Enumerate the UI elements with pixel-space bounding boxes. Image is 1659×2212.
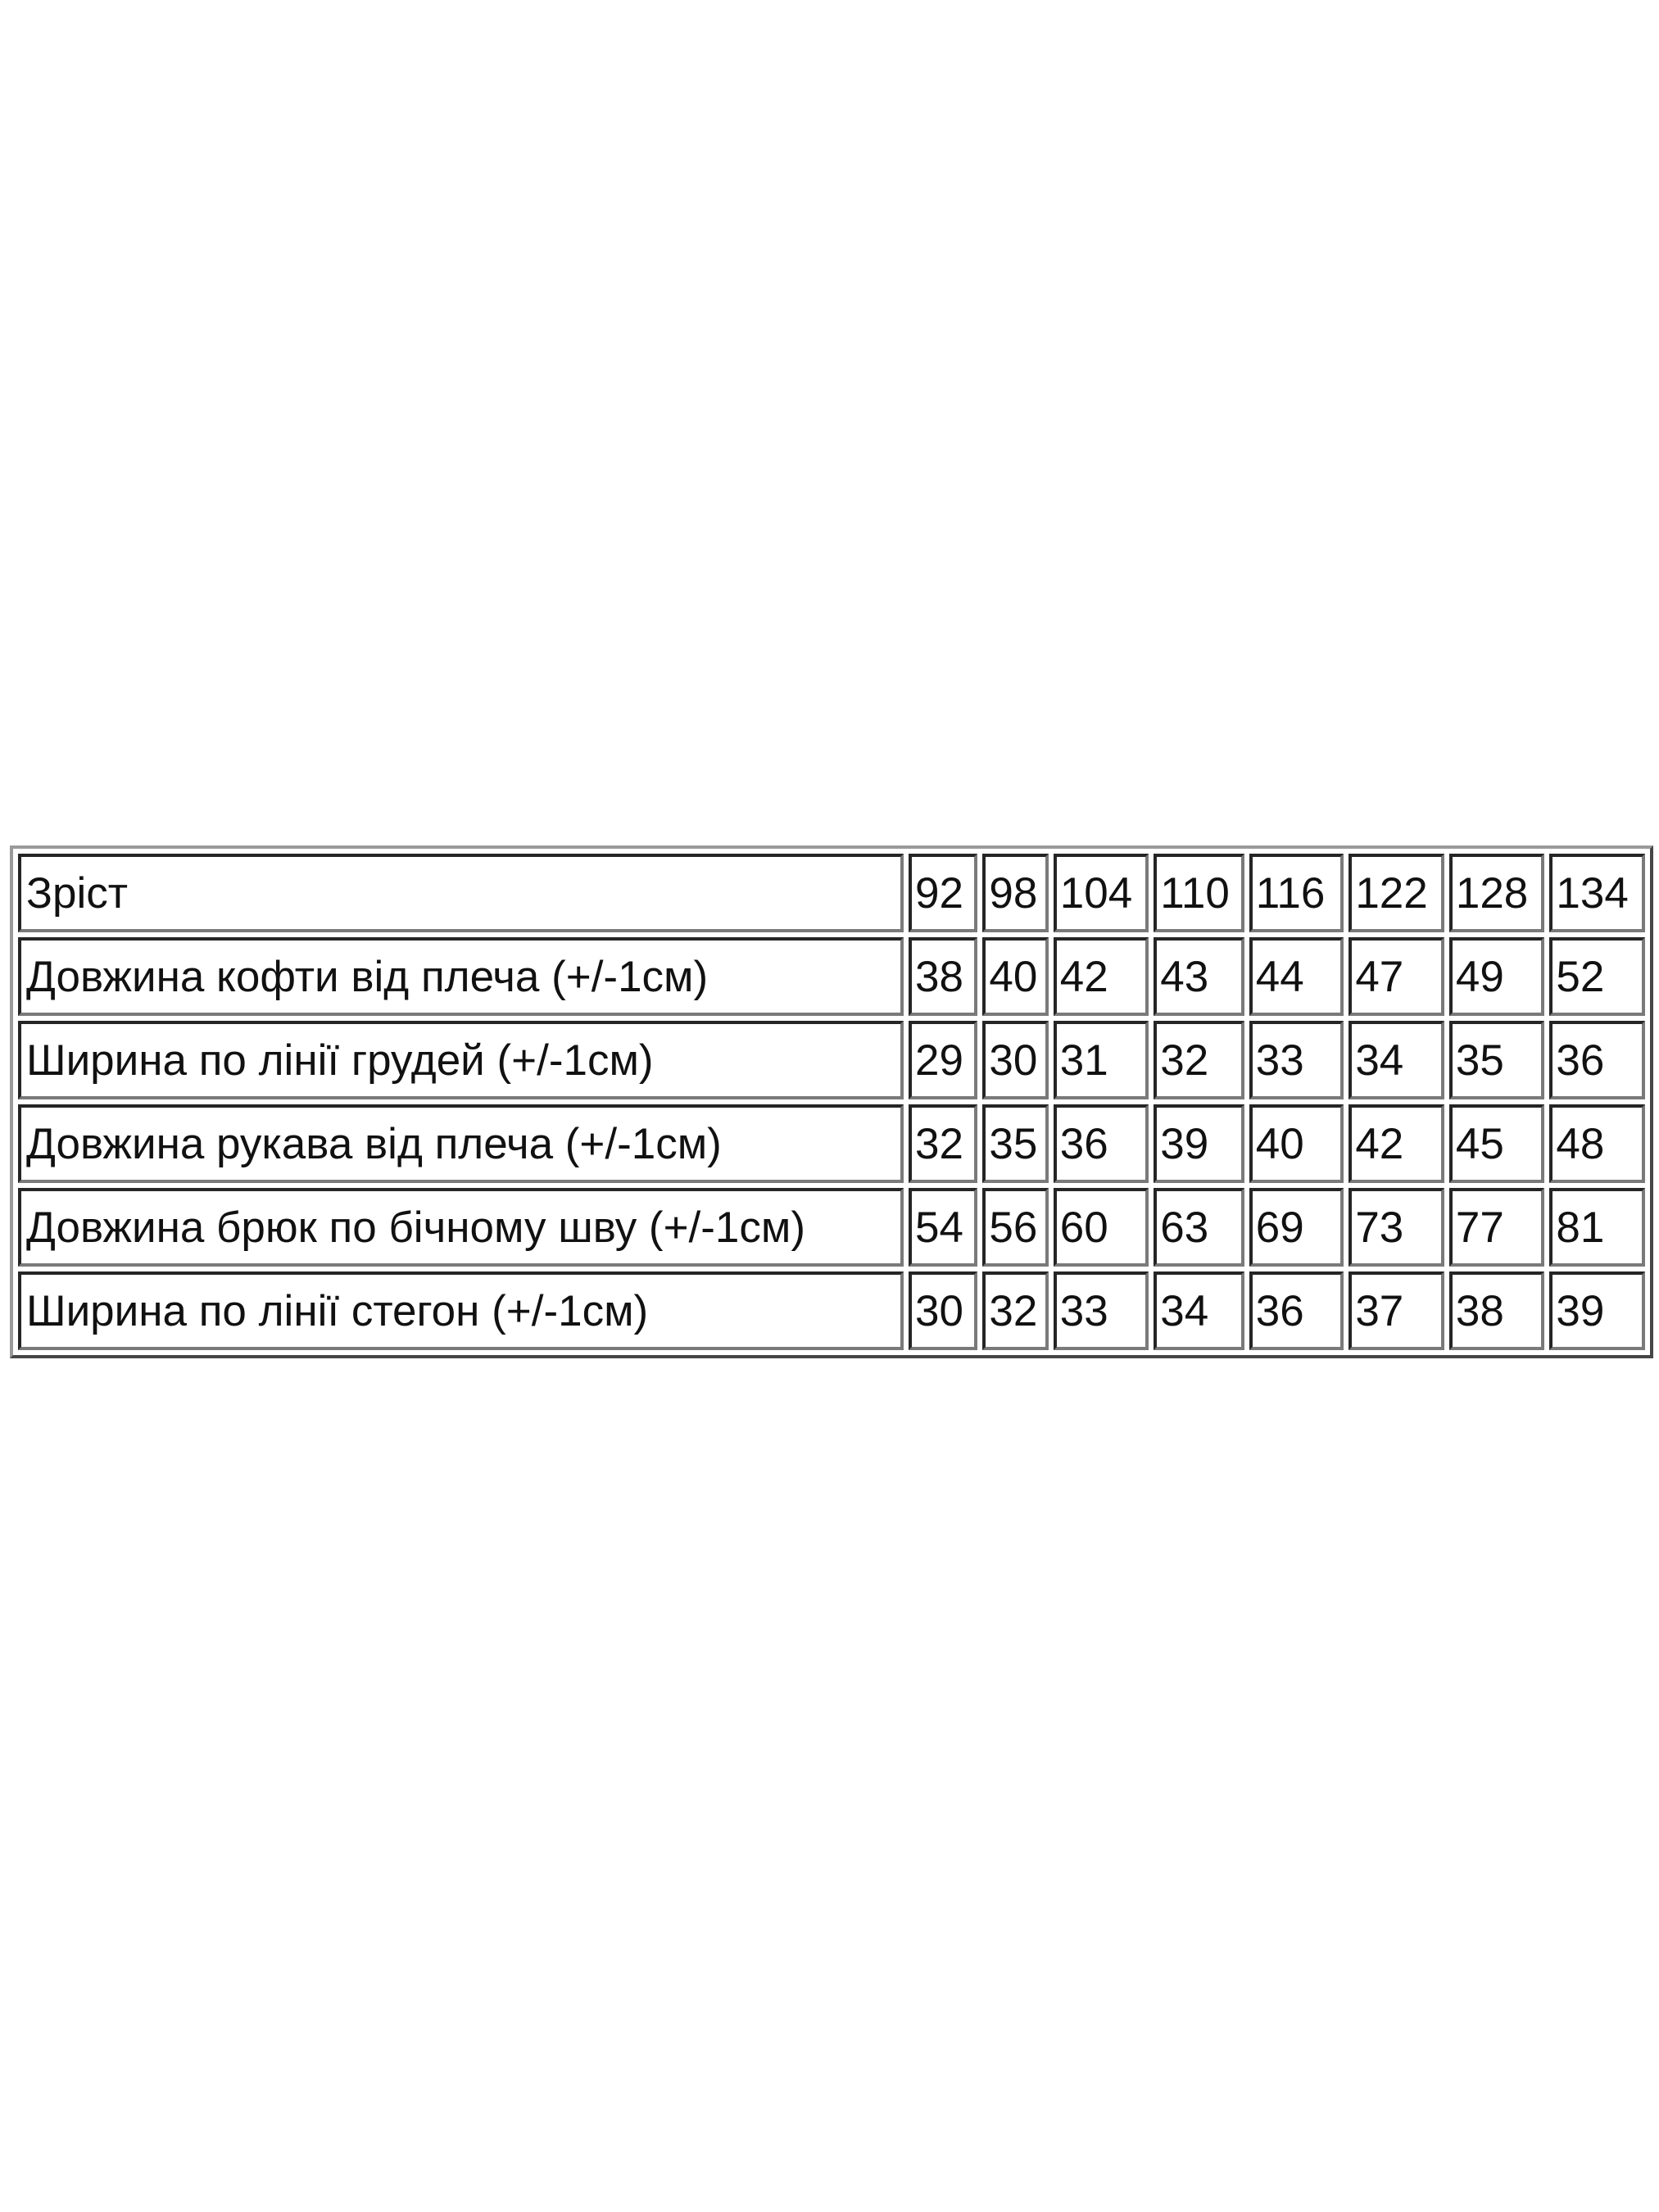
table-cell: 77 — [1448, 1188, 1545, 1267]
table-cell: 38 — [1448, 1271, 1545, 1350]
table-cell: 49 — [1448, 937, 1545, 1016]
table-cell: 36 — [1249, 1271, 1344, 1350]
table-cell: 104 — [1053, 854, 1149, 932]
row-label: Довжина кофти від плеча (+/-1см) — [18, 937, 904, 1016]
table-cell: 30 — [909, 1271, 978, 1350]
table-row: Довжина кофти від плеча (+/-1см) 38 40 42 43… — [18, 937, 1645, 1016]
table-cell: 47 — [1349, 937, 1444, 1016]
table-cell: 42 — [1349, 1104, 1444, 1183]
size-chart: Зріст 92 98 104 110 116 122 128 134 Довжина кофти… — [10, 845, 1653, 1358]
table-cell: 134 — [1549, 854, 1645, 932]
table-cell: 33 — [1053, 1271, 1149, 1350]
table-cell: 69 — [1249, 1188, 1344, 1267]
row-label: Довжина рукава від плеча (+/-1см) — [18, 1104, 904, 1183]
table-cell: 36 — [1549, 1021, 1645, 1099]
table-cell: 29 — [909, 1021, 978, 1099]
table-cell: 52 — [1549, 937, 1645, 1016]
table-row: Довжина рукава від плеча (+/-1см) 32 35 36 3… — [18, 1104, 1645, 1183]
row-label: Зріст — [18, 854, 904, 932]
table-cell: 44 — [1249, 937, 1344, 1016]
table-row: Ширина по лінії стегон (+/-1см) 30 32 33 34 3… — [18, 1271, 1645, 1350]
table-cell: 39 — [1549, 1271, 1645, 1350]
table-cell: 43 — [1154, 937, 1244, 1016]
table-cell: 45 — [1448, 1104, 1545, 1183]
table-cell: 92 — [909, 854, 978, 932]
table-cell: 56 — [982, 1188, 1049, 1267]
table-cell: 116 — [1249, 854, 1344, 932]
table-cell: 35 — [1448, 1021, 1545, 1099]
table-cell: 128 — [1448, 854, 1545, 932]
table-cell: 48 — [1549, 1104, 1645, 1183]
table-cell: 31 — [1053, 1021, 1149, 1099]
table-cell: 32 — [1154, 1021, 1244, 1099]
table-cell: 33 — [1249, 1021, 1344, 1099]
table-cell: 54 — [909, 1188, 978, 1267]
table-cell: 42 — [1053, 937, 1149, 1016]
table-row: Довжина брюк по бічному шву (+/-1см) 54 56… — [18, 1188, 1645, 1267]
size-table: Зріст 92 98 104 110 116 122 128 134 Довжина кофти… — [10, 845, 1653, 1358]
table-cell: 32 — [982, 1271, 1049, 1350]
table-cell: 40 — [982, 937, 1049, 1016]
table-cell: 39 — [1154, 1104, 1244, 1183]
table-cell: 122 — [1349, 854, 1444, 932]
header-row: Зріст 92 98 104 110 116 122 128 134 — [18, 854, 1645, 932]
table-cell: 110 — [1154, 854, 1244, 932]
row-label: Довжина брюк по бічному шву (+/-1см) — [18, 1188, 904, 1267]
table-cell: 30 — [982, 1021, 1049, 1099]
table-cell: 60 — [1053, 1188, 1149, 1267]
row-label: Ширина по лінії стегон (+/-1см) — [18, 1271, 904, 1350]
table-row: Ширина по лінії грудей (+/-1см) 29 30 31 32 3… — [18, 1021, 1645, 1099]
table-cell: 34 — [1154, 1271, 1244, 1350]
table-cell: 32 — [909, 1104, 978, 1183]
table-cell: 81 — [1549, 1188, 1645, 1267]
table-cell: 73 — [1349, 1188, 1444, 1267]
table-cell: 40 — [1249, 1104, 1344, 1183]
table-cell: 37 — [1349, 1271, 1444, 1350]
table-cell: 38 — [909, 937, 978, 1016]
table-cell: 63 — [1154, 1188, 1244, 1267]
table-cell: 36 — [1053, 1104, 1149, 1183]
table-cell: 34 — [1349, 1021, 1444, 1099]
row-label: Ширина по лінії грудей (+/-1см) — [18, 1021, 904, 1099]
table-cell: 35 — [982, 1104, 1049, 1183]
table-cell: 98 — [982, 854, 1049, 932]
